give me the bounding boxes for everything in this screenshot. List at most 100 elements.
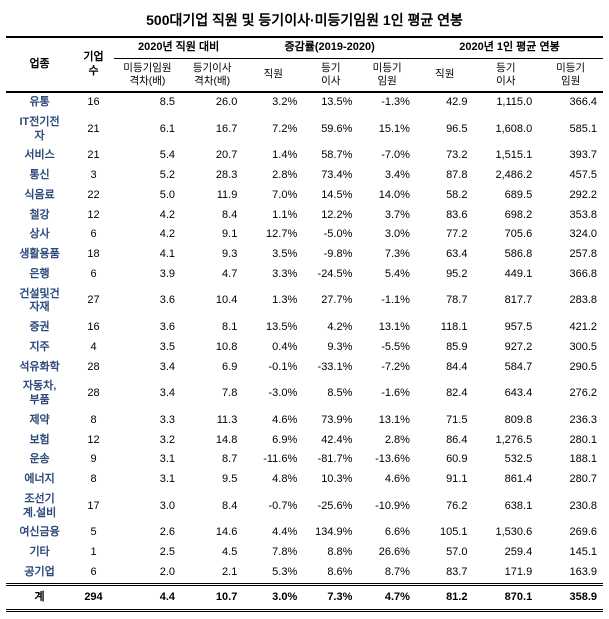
val-h: 421.2	[538, 318, 603, 338]
val-e: 5.4%	[358, 265, 416, 285]
category-cell: 상사	[6, 225, 73, 245]
val-e: -13.6%	[358, 450, 416, 470]
category-cell: 철강	[6, 206, 73, 226]
category-cell: 생활용품	[6, 245, 73, 265]
category-cell: 석유화학	[6, 358, 73, 378]
val-f: 83.6	[416, 206, 474, 226]
val-e: 3.4%	[358, 166, 416, 186]
table-row: 서비스215.420.71.4%58.7%-7.0%73.21,515.1393…	[6, 146, 603, 166]
val-g: 1,115.0	[473, 92, 538, 113]
val-b: 4.7	[181, 265, 243, 285]
val-b: 11.3	[181, 411, 243, 431]
val-a: 3.6	[114, 318, 181, 338]
val-d: 73.4%	[303, 166, 358, 186]
total-g: 870.1	[473, 584, 538, 611]
val-d: -9.8%	[303, 245, 358, 265]
val-g: 698.2	[473, 206, 538, 226]
category-cell: 통신	[6, 166, 73, 186]
total-f: 81.2	[416, 584, 474, 611]
val-e: -7.2%	[358, 358, 416, 378]
val-e: -1.3%	[358, 92, 416, 113]
val-e: -10.9%	[358, 490, 416, 524]
count-cell: 16	[73, 92, 114, 113]
val-b: 8.4	[181, 490, 243, 524]
val-d: -81.7%	[303, 450, 358, 470]
val-g: 171.9	[473, 563, 538, 584]
val-d: 10.3%	[303, 470, 358, 490]
val-g: 449.1	[473, 265, 538, 285]
val-e: -1.6%	[358, 377, 416, 411]
table-row: 공기업62.02.15.3%8.6%8.7%83.7171.9163.9	[6, 563, 603, 584]
val-h: 257.8	[538, 245, 603, 265]
val-a: 3.9	[114, 265, 181, 285]
val-d: -33.1%	[303, 358, 358, 378]
category-cell: 서비스	[6, 146, 73, 166]
val-c: 1.1%	[243, 206, 303, 226]
val-c: 13.5%	[243, 318, 303, 338]
total-e: 4.7%	[358, 584, 416, 611]
category-cell: 조선기계.설비	[6, 490, 73, 524]
count-cell: 5	[73, 523, 114, 543]
val-e: 26.6%	[358, 543, 416, 563]
val-b: 26.0	[181, 92, 243, 113]
val-a: 3.6	[114, 285, 181, 319]
val-d: 8.8%	[303, 543, 358, 563]
val-c: 12.7%	[243, 225, 303, 245]
category-cell: 에너지	[6, 470, 73, 490]
val-c: 7.8%	[243, 543, 303, 563]
val-c: 4.4%	[243, 523, 303, 543]
val-f: 71.5	[416, 411, 474, 431]
val-c: 1.3%	[243, 285, 303, 319]
val-a: 5.2	[114, 166, 181, 186]
val-e: -1.1%	[358, 285, 416, 319]
val-c: -3.0%	[243, 377, 303, 411]
val-e: 4.6%	[358, 470, 416, 490]
val-g: 532.5	[473, 450, 538, 470]
count-cell: 8	[73, 411, 114, 431]
val-f: 77.2	[416, 225, 474, 245]
table-row: 운송93.18.7-11.6%-81.7%-13.6%60.9532.5188.…	[6, 450, 603, 470]
count-cell: 21	[73, 146, 114, 166]
category-cell: 제약	[6, 411, 73, 431]
val-a: 4.2	[114, 206, 181, 226]
val-f: 57.0	[416, 543, 474, 563]
val-a: 3.3	[114, 411, 181, 431]
val-a: 3.0	[114, 490, 181, 524]
val-e: 13.1%	[358, 318, 416, 338]
val-h: 230.8	[538, 490, 603, 524]
val-g: 1,530.6	[473, 523, 538, 543]
val-d: 9.3%	[303, 338, 358, 358]
val-h: 236.3	[538, 411, 603, 431]
val-c: 7.2%	[243, 113, 303, 147]
table-row: 건설및건자재273.610.41.3%27.7%-1.1%78.7817.728…	[6, 285, 603, 319]
col-g3a: 직원	[416, 58, 474, 92]
val-e: 14.0%	[358, 186, 416, 206]
category-cell: 자동차,부품	[6, 377, 73, 411]
val-c: 3.5%	[243, 245, 303, 265]
val-g: 861.4	[473, 470, 538, 490]
val-b: 2.1	[181, 563, 243, 584]
val-c: 5.3%	[243, 563, 303, 584]
category-cell: IT전기전자	[6, 113, 73, 147]
val-h: 283.8	[538, 285, 603, 319]
val-f: 83.7	[416, 563, 474, 584]
val-f: 95.2	[416, 265, 474, 285]
val-b: 9.5	[181, 470, 243, 490]
count-cell: 6	[73, 265, 114, 285]
val-a: 3.1	[114, 450, 181, 470]
val-a: 2.0	[114, 563, 181, 584]
val-c: 7.0%	[243, 186, 303, 206]
col-group-3: 2020년 1인 평균 연봉	[416, 37, 603, 58]
val-b: 20.7	[181, 146, 243, 166]
col-g2a: 직원	[243, 58, 303, 92]
table-row: 지주43.510.80.4%9.3%-5.5%85.9927.2300.5	[6, 338, 603, 358]
table-row: 기타12.54.57.8%8.8%26.6%57.0259.4145.1	[6, 543, 603, 563]
val-g: 809.8	[473, 411, 538, 431]
val-d: 12.2%	[303, 206, 358, 226]
val-h: 163.9	[538, 563, 603, 584]
val-e: -5.5%	[358, 338, 416, 358]
category-cell: 공기업	[6, 563, 73, 584]
table-row: 자동차,부품283.47.8-3.0%8.5%-1.6%82.4643.4276…	[6, 377, 603, 411]
val-g: 1,608.0	[473, 113, 538, 147]
col-g2b: 등기이사	[303, 58, 358, 92]
